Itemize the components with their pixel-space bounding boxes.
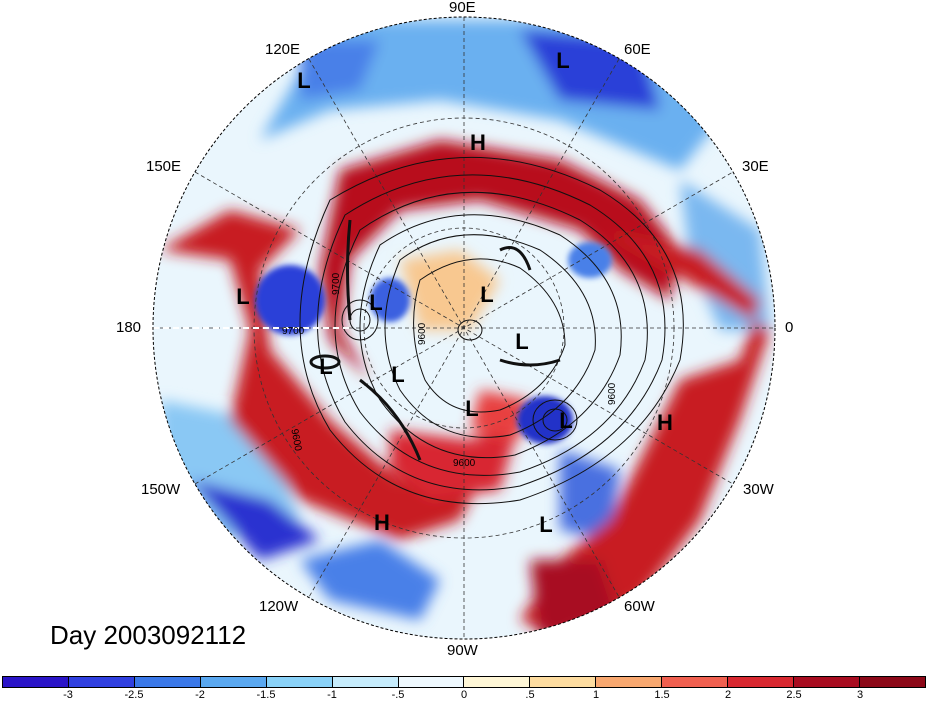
contour-label: 9600 [453, 458, 476, 469]
colorbar-tick-label: 2.5 [786, 689, 802, 701]
colorbar-tick-label: -1 [327, 689, 337, 701]
low-pressure-marker: L [391, 362, 404, 387]
colorbar-tick-label: -2 [195, 689, 205, 701]
contour-label: 9600 [417, 322, 428, 345]
contour-label: 9600 [288, 428, 303, 452]
contour-label: 9600 [607, 382, 618, 405]
colorbar-swatch [530, 677, 597, 687]
low-pressure-marker: L [236, 284, 249, 309]
low-pressure-marker: L [559, 408, 572, 433]
longitude-label-90w: 90W [447, 642, 478, 659]
colorbar-tick-label: -3 [63, 689, 73, 701]
low-pressure-marker: L [480, 282, 493, 307]
anomaly-field [153, 17, 775, 639]
colorbar-tick-label: 1.5 [654, 689, 670, 701]
map-title: Day 2003092112 [50, 620, 247, 650]
map-boundary [152, 16, 776, 640]
jet-streaks [346, 219, 561, 461]
colorbar-swatch [794, 677, 860, 687]
colorbar-tick-label: 3 [856, 689, 864, 701]
longitude-label-150e: 150E [146, 158, 182, 175]
contour-label: 9700 [331, 272, 342, 295]
colorbar-swatch [464, 677, 531, 687]
colorbar-tick-label: -.5 [391, 689, 405, 701]
colorbar-tick-label: 0 [460, 689, 468, 701]
low-pressure-marker: L [297, 68, 310, 93]
longitude-label-90e: 90E [449, 0, 476, 16]
longitude-label-60w: 60W [624, 598, 655, 615]
contour-label: 9700 [282, 326, 305, 337]
high-pressure-marker: H [374, 510, 390, 535]
colorbar-tick-label: 1 [592, 689, 600, 701]
longitude-label-150w: 150W [141, 481, 181, 498]
longitude-label-180: 180 [116, 319, 142, 336]
high-pressure-marker: H [470, 130, 486, 155]
colorbar-swatch [134, 677, 201, 687]
colorbar-swatch [68, 677, 135, 687]
graticule [153, 17, 775, 639]
low-pressure-marker: L [539, 512, 552, 537]
colorbar-swatch [859, 677, 925, 687]
longitude-label-120e: 120E [265, 41, 301, 58]
low-pressure-marker: L [556, 48, 569, 73]
longitude-label-120w: 120W [259, 598, 299, 615]
colorbar-tick-label: 2 [724, 689, 732, 701]
low-pressure-marker: L [465, 396, 478, 421]
longitude-label-30e: 30E [742, 158, 769, 175]
colorbar-tick-label: .5 [525, 689, 535, 701]
high-pressure-marker: H [657, 410, 673, 435]
colorbar-tick-label: -2.5 [124, 689, 144, 701]
low-pressure-marker: L [369, 290, 382, 315]
colorbar-swatch [728, 677, 795, 687]
colorbar-swatch [3, 677, 69, 687]
colorbar-swatch [662, 677, 729, 687]
low-pressure-marker: L [515, 329, 528, 354]
colorbar [2, 676, 926, 688]
colorbar-swatch [596, 677, 663, 687]
longitude-label-0: 0 [785, 319, 794, 336]
colorbar-swatch [200, 677, 267, 687]
colorbar-swatch [398, 677, 465, 687]
colorbar-tick-label: -1.5 [256, 689, 276, 701]
longitude-label-60e: 60E [624, 41, 651, 58]
colorbar-swatch [266, 677, 333, 687]
low-pressure-marker: L [319, 354, 332, 379]
colorbar-swatch [332, 677, 399, 687]
contours [299, 156, 684, 505]
longitude-label-30w: 30W [743, 481, 774, 498]
